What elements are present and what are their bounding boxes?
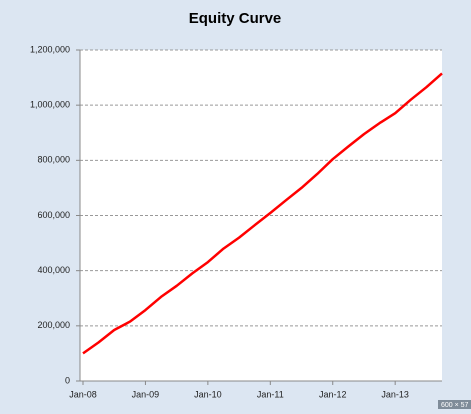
x-tick-label: Jan-13 (381, 389, 409, 399)
y-tick-label: 600,000 (37, 210, 70, 220)
y-tick-label: 1,200,000 (30, 44, 70, 54)
equity-line (82, 72, 443, 355)
x-tick-label: Jan-11 (257, 389, 284, 399)
x-tick-label: Jan-10 (194, 389, 222, 399)
y-tick-label: 400,000 (37, 265, 70, 275)
chart-title: Equity Curve (189, 10, 282, 27)
x-tick-label: Jan-12 (319, 389, 347, 399)
x-tick-label: Jan-08 (69, 389, 97, 399)
x-tick-label: Jan-09 (132, 389, 160, 399)
y-tick-label: 200,000 (37, 320, 70, 330)
y-tick-label: 0 (65, 375, 70, 385)
size-badge-text: 600 × 57 (441, 402, 469, 409)
y-tick-label: 800,000 (37, 155, 70, 165)
y-tick-label: 1,000,000 (30, 100, 70, 110)
